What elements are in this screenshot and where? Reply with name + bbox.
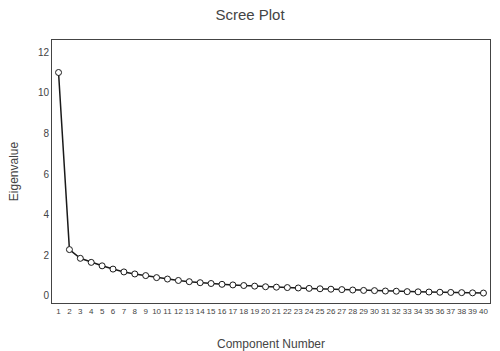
svg-text:3: 3 — [78, 307, 83, 316]
svg-text:6: 6 — [111, 307, 116, 316]
svg-text:35: 35 — [425, 307, 434, 316]
svg-text:Component Number: Component Number — [217, 337, 325, 351]
svg-text:22: 22 — [283, 307, 292, 316]
svg-text:Eigenvalue: Eigenvalue — [7, 141, 21, 201]
svg-text:27: 27 — [337, 307, 346, 316]
svg-text:32: 32 — [392, 307, 401, 316]
svg-text:5: 5 — [100, 307, 105, 316]
svg-text:33: 33 — [403, 307, 412, 316]
svg-text:6: 6 — [43, 169, 49, 180]
svg-text:24: 24 — [305, 307, 314, 316]
svg-text:9: 9 — [143, 307, 148, 316]
svg-text:39: 39 — [468, 307, 477, 316]
svg-text:18: 18 — [239, 307, 248, 316]
svg-text:14: 14 — [196, 307, 205, 316]
svg-text:8: 8 — [133, 307, 138, 316]
svg-text:10: 10 — [152, 307, 161, 316]
svg-text:12: 12 — [174, 307, 183, 316]
svg-text:20: 20 — [261, 307, 270, 316]
svg-text:4: 4 — [43, 209, 49, 220]
svg-text:21: 21 — [272, 307, 281, 316]
svg-text:11: 11 — [163, 307, 172, 316]
svg-text:Scree Plot: Scree Plot — [215, 6, 285, 23]
svg-text:28: 28 — [348, 307, 357, 316]
svg-text:23: 23 — [294, 307, 303, 316]
svg-text:7: 7 — [122, 307, 127, 316]
svg-text:36: 36 — [435, 307, 444, 316]
svg-text:29: 29 — [359, 307, 368, 316]
svg-text:0: 0 — [43, 290, 49, 301]
svg-text:37: 37 — [446, 307, 455, 316]
svg-text:12: 12 — [38, 47, 50, 58]
svg-text:38: 38 — [457, 307, 466, 316]
svg-text:2: 2 — [67, 307, 72, 316]
svg-text:40: 40 — [479, 307, 488, 316]
svg-text:8: 8 — [43, 128, 49, 139]
svg-text:16: 16 — [218, 307, 227, 316]
svg-text:4: 4 — [89, 307, 94, 316]
svg-text:31: 31 — [381, 307, 390, 316]
svg-text:13: 13 — [185, 307, 194, 316]
svg-text:25: 25 — [316, 307, 325, 316]
svg-text:34: 34 — [414, 307, 423, 316]
svg-text:15: 15 — [207, 307, 216, 316]
svg-text:26: 26 — [326, 307, 335, 316]
svg-text:1: 1 — [56, 307, 61, 316]
svg-text:17: 17 — [228, 307, 237, 316]
svg-text:2: 2 — [43, 250, 49, 261]
svg-text:10: 10 — [38, 87, 50, 98]
svg-text:19: 19 — [250, 307, 259, 316]
svg-text:30: 30 — [370, 307, 379, 316]
